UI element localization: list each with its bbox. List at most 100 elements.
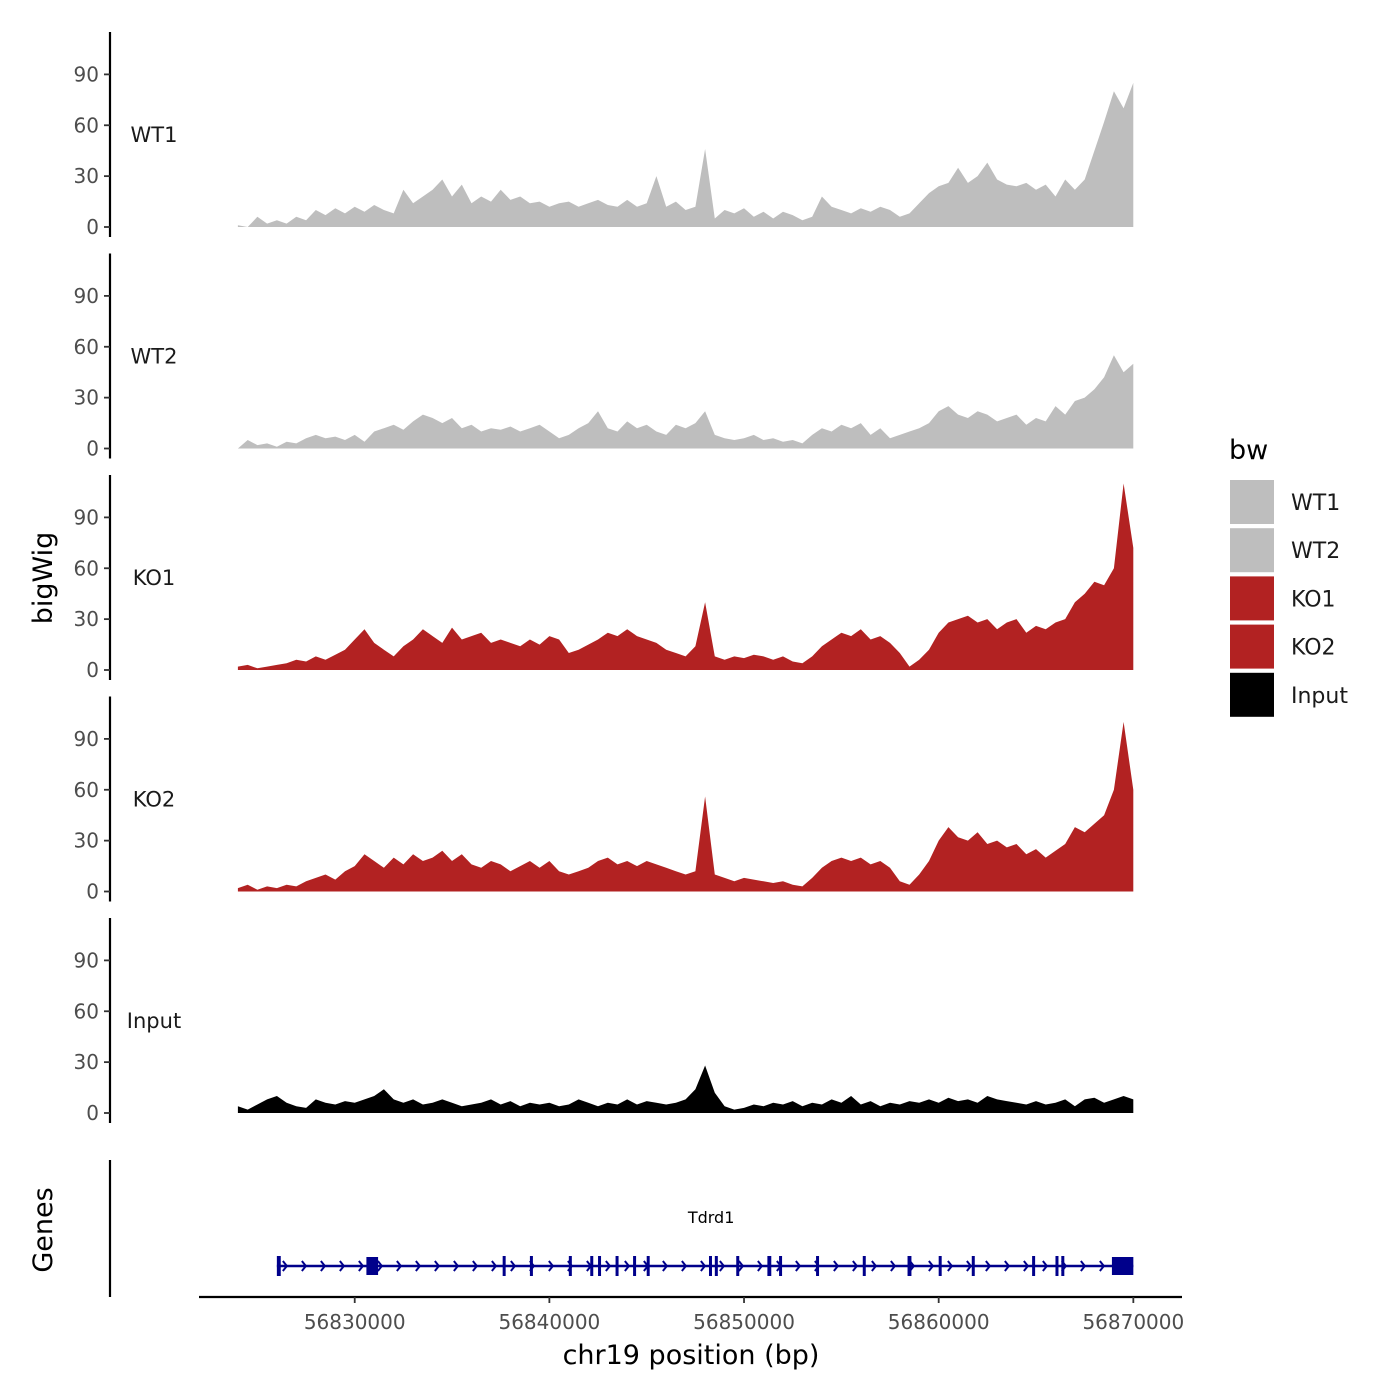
y-tick-label: 30 xyxy=(74,607,99,631)
strand-arrow xyxy=(605,1260,612,1272)
y-tick-label: 30 xyxy=(74,386,99,410)
y-tick-label: 0 xyxy=(86,215,99,239)
y-tick-label: 30 xyxy=(74,164,99,188)
strand-arrow xyxy=(890,1260,897,1272)
gene-exon xyxy=(615,1256,619,1276)
gene-exon xyxy=(646,1256,650,1276)
y-tick-label: 60 xyxy=(74,335,99,359)
gene-exon xyxy=(1061,1256,1065,1276)
x-tick-label: 56850000 xyxy=(693,1310,795,1334)
strand-arrow xyxy=(377,1260,384,1272)
legend-item-wt2: WT2 xyxy=(1230,528,1340,573)
y-tick-label: 30 xyxy=(74,829,99,853)
track-label-wt2: WT2 xyxy=(131,345,178,369)
y-tick-label: 60 xyxy=(74,778,99,802)
gene-exon xyxy=(779,1256,783,1276)
strand-arrow xyxy=(833,1260,840,1272)
gene-exon xyxy=(907,1256,912,1276)
y-tick-label: 60 xyxy=(74,113,99,137)
strand-arrow xyxy=(624,1260,631,1272)
gene-exon xyxy=(529,1256,533,1276)
strand-arrow xyxy=(1099,1260,1106,1272)
area-wt1 xyxy=(237,82,1134,228)
gene-label: Tdrd1 xyxy=(687,1208,735,1227)
strand-arrow xyxy=(472,1260,479,1272)
y-tick-label: 0 xyxy=(86,1101,99,1125)
track-ko1: 0 30 60 90 KO1 xyxy=(74,475,1134,682)
y-tick-label: 90 xyxy=(74,62,99,86)
gene-exon xyxy=(1111,1257,1134,1275)
legend-label: Input xyxy=(1291,684,1348,709)
legend-label: WT1 xyxy=(1291,491,1340,516)
legend-swatch xyxy=(1230,480,1274,524)
gene-exon xyxy=(708,1256,712,1276)
strand-arrow xyxy=(757,1260,764,1272)
y-tick-label: 60 xyxy=(74,999,99,1023)
strand-arrow xyxy=(1080,1260,1087,1272)
strand-arrow xyxy=(1042,1260,1049,1272)
signal-tracks: 0 30 60 90 WT1 0 30 60 90 WT2 0 30 60 90 KO1 0 30 60 90 KO2… xyxy=(74,32,1134,1125)
strand-arrow xyxy=(453,1260,460,1272)
strand-arrow xyxy=(738,1260,745,1272)
legend-label: KO2 xyxy=(1291,636,1336,661)
area-wt2 xyxy=(237,355,1134,449)
gene-exon xyxy=(366,1257,379,1275)
x-tick-label: 56860000 xyxy=(888,1310,990,1334)
gene-exon xyxy=(1055,1256,1059,1276)
gene-track: Tdrd1 xyxy=(108,1160,1134,1297)
strand-arrow xyxy=(681,1260,688,1272)
track-label-input: Input xyxy=(127,1009,181,1033)
y-tick-label: 90 xyxy=(74,948,99,972)
legend-item-wt1: WT1 xyxy=(1230,480,1340,524)
strand-arrow xyxy=(928,1260,935,1272)
gene-exon xyxy=(598,1256,602,1276)
y-tick-label: 90 xyxy=(74,505,99,529)
legend-label: WT2 xyxy=(1291,539,1340,564)
legend-title: bw xyxy=(1229,435,1268,466)
legend-label: KO1 xyxy=(1291,587,1336,612)
gene-exon xyxy=(938,1256,942,1276)
strand-arrow xyxy=(358,1260,365,1272)
strand-arrow xyxy=(434,1260,441,1272)
area-ko2 xyxy=(237,721,1134,892)
y-tick-label: 0 xyxy=(86,658,99,682)
strand-arrow xyxy=(548,1260,555,1272)
gene-tdrd1: Tdrd1 xyxy=(276,1208,1134,1276)
track-label-wt1: WT1 xyxy=(131,123,178,147)
strand-arrow xyxy=(1004,1260,1011,1272)
strand-arrow xyxy=(795,1260,802,1272)
track-wt1: 0 30 60 90 WT1 xyxy=(74,32,1134,239)
strand-arrow xyxy=(852,1260,859,1272)
strand-arrow xyxy=(491,1260,498,1272)
strand-arrow xyxy=(415,1260,422,1272)
strand-arrow xyxy=(871,1260,878,1272)
strand-arrow xyxy=(396,1260,403,1272)
x-axis: 56830000 56840000 56850000 56860000 56870000 xyxy=(199,1295,1184,1334)
strand-arrow xyxy=(339,1260,346,1272)
strand-arrow xyxy=(985,1260,992,1272)
strand-arrow xyxy=(1023,1260,1030,1272)
gene-exon xyxy=(633,1256,637,1276)
strand-arrow xyxy=(947,1260,954,1272)
x-tick-label: 56870000 xyxy=(1082,1310,1184,1334)
area-ko1 xyxy=(237,483,1134,670)
gene-exon xyxy=(568,1256,572,1276)
legend-swatch xyxy=(1230,672,1274,717)
x-axis-title: chr19 position (bp) xyxy=(563,1340,820,1371)
gene-exon xyxy=(590,1256,594,1276)
legend-item-ko1: KO1 xyxy=(1230,576,1336,621)
track-label-ko2: KO2 xyxy=(133,788,176,812)
gene-exon xyxy=(736,1256,740,1276)
strand-arrow xyxy=(662,1260,669,1272)
y-axis-title: bigWig xyxy=(28,532,59,625)
legend-swatch xyxy=(1230,576,1274,621)
legend-item-ko2: KO2 xyxy=(1230,624,1336,669)
gene-exon xyxy=(816,1256,820,1276)
strand-arrow xyxy=(282,1260,289,1272)
gene-exon xyxy=(971,1256,975,1276)
gene-exon xyxy=(502,1256,506,1276)
track-wt2: 0 30 60 90 WT2 xyxy=(74,253,1134,461)
legend-swatch xyxy=(1230,624,1274,669)
gene-exon xyxy=(862,1256,866,1276)
